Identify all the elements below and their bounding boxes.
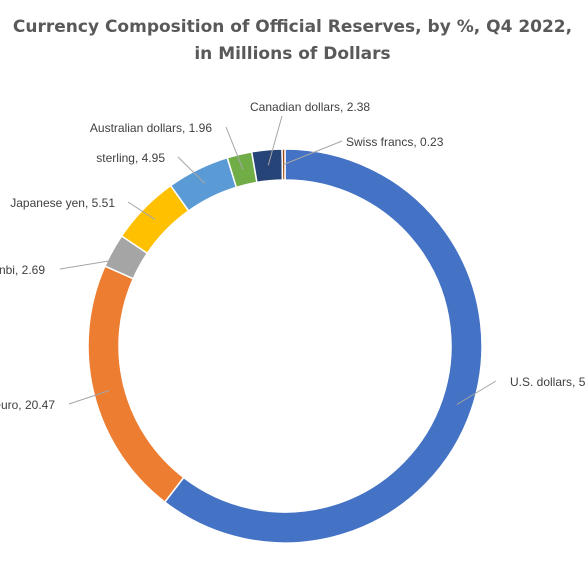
data-label-canadian-dollars: Canadian dollars, 2.38 (250, 100, 370, 114)
slice-euro (87, 265, 185, 504)
data-label-euro: euro, 20.47 (0, 398, 55, 412)
slice-canadian-dollars (250, 148, 284, 184)
leader-line-euro (68, 390, 110, 405)
data-label-chinese-renminbi: Chinese renminbi, 2.69 (0, 263, 45, 277)
leader-line-australian-dollars (225, 126, 244, 170)
slice-swiss-francs (281, 148, 286, 181)
data-label-japanese-yen: Japanese yen, 5.51 (10, 196, 115, 210)
data-label-u-s-dollars: U.S. dollars, 58.36 (510, 375, 585, 389)
chart-title-line-1: Currency Composition of Official Reserve… (12, 17, 573, 37)
leader-line-japanese-yen (127, 201, 156, 220)
leader-line-chinese-renminbi (59, 257, 127, 270)
data-label-sterling: sterling, 4.95 (96, 151, 165, 165)
leader-lines-layer (59, 115, 497, 405)
data-label-australian-dollars: Australian dollars, 1.96 (90, 121, 212, 135)
leader-line-swiss-francs (283, 140, 343, 165)
chart-title-line-2: in Millions of Dollars (194, 44, 391, 64)
leader-line-u-s-dollars (456, 380, 497, 405)
slice-u-s-dollars (163, 148, 483, 544)
chart-title: Currency Composition of Official Reserve… (0, 14, 585, 68)
leader-line-sterling (177, 156, 206, 184)
data-labels-layer: U.S. dollars, 58.36 euro, 20.47 Chinese re… (0, 100, 585, 412)
data-label-swiss-francs: Swiss francs, 0.23 (346, 135, 444, 149)
leader-line-canadian-dollars (267, 115, 283, 166)
slices-layer (87, 148, 483, 544)
